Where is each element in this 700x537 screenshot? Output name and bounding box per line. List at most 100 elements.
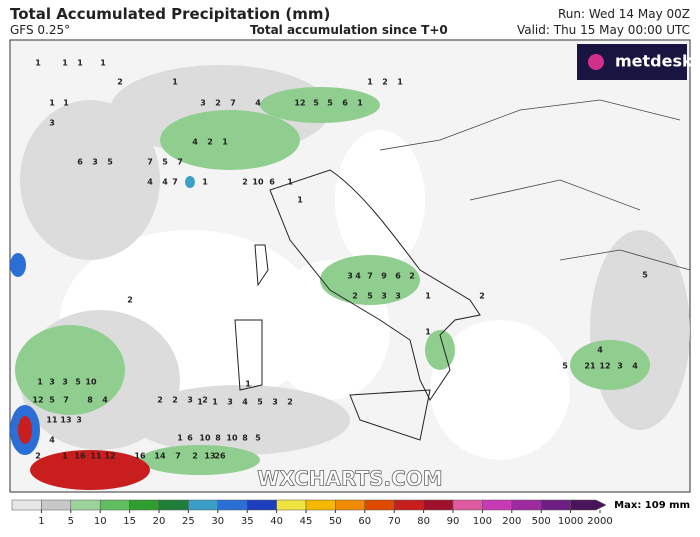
map-value-label: 1 <box>37 378 43 387</box>
colorbar-swatch <box>188 499 219 511</box>
map-value-label: 16 <box>134 452 146 461</box>
model: GFS 0.25° <box>10 23 71 37</box>
colorbar-swatch <box>570 499 607 511</box>
map-value-label: 9 <box>381 272 387 281</box>
colorbar-swatch <box>335 499 366 511</box>
map-value-label: 3 <box>381 292 387 301</box>
map-value-label: 3 <box>200 99 206 108</box>
map-value-label: 1 <box>397 78 403 87</box>
map-value-label: 11 <box>90 452 102 461</box>
map-value-label: 10 <box>226 434 238 443</box>
colorbar: 1 5 10 15 20 25 30 35 40 45 50 60 70 80 90 100 200 500 100… <box>11 499 613 527</box>
map-value-label: 1 <box>425 292 431 301</box>
map-value-label: 13 <box>204 452 215 461</box>
map-value-label: 4 <box>102 396 108 405</box>
map-value-label: 3 <box>62 378 68 387</box>
map-value-label: 5 <box>107 158 113 167</box>
colorbar-tick-label: 10 <box>94 516 107 527</box>
map-value-label: 11 <box>46 416 58 425</box>
map-value-label: 4 <box>192 138 198 147</box>
map-value-label: 2 <box>382 78 388 87</box>
map-value-label: 5 <box>313 99 319 108</box>
map-value-label: 5 <box>49 396 55 405</box>
colorbar-swatch <box>482 499 513 511</box>
map-value-label: 2 <box>127 296 133 305</box>
colorbar-tick-label: 5 <box>68 516 74 527</box>
map-value-label: 4 <box>597 346 603 355</box>
map-value-label: 2 <box>202 396 208 405</box>
colorbar-swatch <box>393 499 424 511</box>
colorbar-swatch <box>364 499 395 511</box>
logo: metdesk <box>615 52 693 71</box>
map-value-label: 5 <box>75 378 81 387</box>
colorbar-tick-label: 20 <box>153 516 166 527</box>
map-value-label: 2 <box>207 138 213 147</box>
map-value-label: 7 <box>177 158 183 167</box>
coastline <box>269 169 481 401</box>
colorbar-swatch <box>158 499 189 511</box>
map-value-label: 6 <box>395 272 401 281</box>
map-value-label: 3 <box>49 378 55 387</box>
colorbar-tick-label: 90 <box>447 516 460 527</box>
map-value-label: 1 <box>425 328 431 337</box>
map-value-label: 2 <box>192 452 198 461</box>
map-value-label: 5 <box>255 434 261 443</box>
colorbar-tick-label: 1 <box>38 516 44 527</box>
map-value-label: 6 <box>342 99 348 108</box>
map-value-label: 6 <box>77 158 83 167</box>
colorbar-swatch <box>41 499 72 511</box>
colorbar-tick-label: 25 <box>182 516 195 527</box>
map-value-label: 3 <box>76 416 82 425</box>
map-value-label: 1 <box>287 178 293 187</box>
map-value-label: 3 <box>227 398 233 407</box>
map-value-label: 1 <box>77 59 83 68</box>
map-value-label: 2 <box>35 452 41 461</box>
colorbar-swatch <box>540 499 571 511</box>
map-value-label: 2 <box>117 78 123 87</box>
colorbar-tick-label: 500 <box>532 516 551 527</box>
value-labels: 1 1 1 12 13 2 7 4 12 5 5 6 11 2 11 136 3 5 7 5 74 2 14 4 7 1 2 10 6 1… <box>32 59 648 461</box>
colorbar-tick-label: 50 <box>329 516 342 527</box>
map-value-label: 3 <box>617 362 623 371</box>
colorbar-swatch <box>11 499 42 511</box>
colorbar-swatch <box>129 499 160 511</box>
map-value-label: 1 <box>222 138 228 147</box>
colorbar-tick-label: 70 <box>388 516 401 527</box>
colorbar-swatch <box>246 499 277 511</box>
map-value-label: 10 <box>85 378 97 387</box>
map-value-label: 1 <box>62 59 68 68</box>
colorbar-swatch <box>70 499 101 511</box>
map-value-label: 8 <box>87 396 93 405</box>
watermark: WXCHARTS.COM <box>257 467 442 491</box>
map-value-label: 12 <box>294 99 305 108</box>
map-value-label: 13 <box>60 416 71 425</box>
map-value-label: 3 <box>347 272 353 281</box>
map-value-label: 7 <box>63 396 69 405</box>
map-value-label: 5 <box>162 158 168 167</box>
map-value-label: 1 <box>100 59 106 68</box>
map-value-label: 6 <box>187 434 193 443</box>
colorbar-tick-label: 1000 <box>558 516 583 527</box>
map-value-label: 1 <box>245 380 251 389</box>
map-value-label: 6 <box>269 178 275 187</box>
map-value-label: 2 <box>242 178 248 187</box>
map-value-label: 7 <box>172 178 178 187</box>
map-value-label: 4 <box>632 362 638 371</box>
run-time: Run: Wed 14 May 00Z <box>557 7 690 21</box>
colorbar-tick-label: 30 <box>211 516 224 527</box>
map-value-label: 3 <box>49 119 55 128</box>
map-value-label: 26 <box>214 452 226 461</box>
map-value-label: 5 <box>257 398 263 407</box>
map-value-label: 2 <box>409 272 415 281</box>
map-value-label: 12 <box>32 396 43 405</box>
map-value-label: 10 <box>199 434 211 443</box>
colorbar-tick-label: 45 <box>300 516 313 527</box>
map-value-label: 14 <box>154 452 166 461</box>
colorbar-swatch <box>511 499 542 511</box>
map-value-label: 2 <box>352 292 358 301</box>
colorbar-tick-label: 200 <box>502 516 521 527</box>
map-value-label: 4 <box>49 436 55 445</box>
colorbar-swatch <box>99 499 130 511</box>
map-value-label: 1 <box>177 434 183 443</box>
